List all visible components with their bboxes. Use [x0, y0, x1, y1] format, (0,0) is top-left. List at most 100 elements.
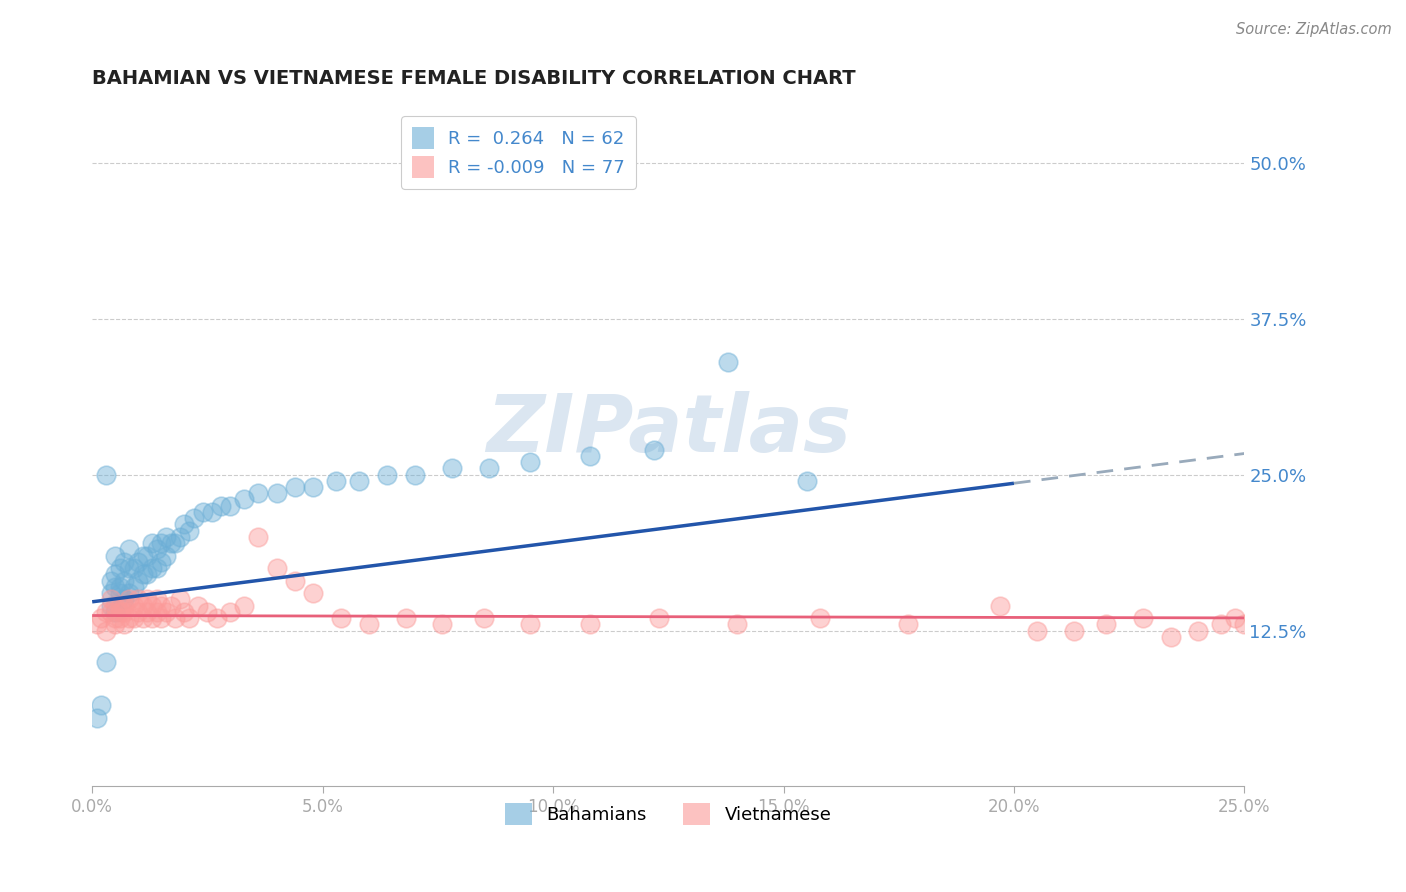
Point — [104, 617, 127, 632]
Point — [1063, 624, 1085, 638]
Point — [114, 599, 136, 613]
Point — [145, 605, 167, 619]
Point — [118, 561, 141, 575]
Point — [155, 530, 177, 544]
Point — [104, 605, 127, 619]
Text: Source: ZipAtlas.com: Source: ZipAtlas.com — [1236, 22, 1392, 37]
Point — [643, 442, 665, 457]
Point — [1284, 611, 1306, 625]
Point — [1026, 624, 1049, 638]
Point — [1270, 611, 1292, 625]
Point — [375, 467, 398, 482]
Point — [1132, 611, 1154, 625]
Text: ZIPatlas: ZIPatlas — [486, 391, 851, 468]
Point — [104, 599, 127, 613]
Point — [233, 599, 256, 613]
Point — [1247, 617, 1270, 632]
Point — [394, 611, 416, 625]
Point — [114, 605, 136, 619]
Point — [1279, 617, 1302, 632]
Point — [197, 605, 219, 619]
Point — [796, 474, 818, 488]
Point — [187, 599, 209, 613]
Point — [205, 611, 228, 625]
Point — [122, 580, 145, 594]
Point — [302, 480, 325, 494]
Point — [94, 655, 117, 669]
Point — [127, 592, 149, 607]
Point — [1160, 630, 1182, 644]
Legend: Bahamians, Vietnamese: Bahamians, Vietnamese — [498, 796, 839, 832]
Point — [141, 599, 163, 613]
Point — [472, 611, 495, 625]
Point — [108, 586, 131, 600]
Point — [100, 605, 122, 619]
Point — [897, 617, 920, 632]
Point — [127, 605, 149, 619]
Point — [122, 611, 145, 625]
Point — [100, 599, 122, 613]
Point — [247, 486, 270, 500]
Point — [118, 586, 141, 600]
Point — [94, 624, 117, 638]
Point — [357, 617, 380, 632]
Point — [1225, 611, 1247, 625]
Point — [302, 586, 325, 600]
Point — [1233, 617, 1256, 632]
Point — [1095, 617, 1118, 632]
Point — [183, 511, 205, 525]
Point — [219, 499, 242, 513]
Point — [136, 549, 159, 563]
Point — [150, 536, 173, 550]
Point — [118, 592, 141, 607]
Point — [1251, 617, 1274, 632]
Point — [173, 605, 195, 619]
Point — [108, 580, 131, 594]
Point — [132, 611, 155, 625]
Point — [155, 605, 177, 619]
Point — [90, 698, 112, 713]
Point — [988, 599, 1011, 613]
Point — [108, 599, 131, 613]
Point — [104, 567, 127, 582]
Point — [145, 592, 167, 607]
Point — [136, 567, 159, 582]
Point — [177, 524, 200, 538]
Point — [108, 611, 131, 625]
Point — [136, 605, 159, 619]
Point — [118, 611, 141, 625]
Point — [100, 586, 122, 600]
Point — [141, 561, 163, 575]
Point — [122, 599, 145, 613]
Point — [404, 467, 426, 482]
Point — [579, 449, 602, 463]
Point — [165, 536, 187, 550]
Point — [648, 611, 671, 625]
Point — [114, 555, 136, 569]
Point — [477, 461, 499, 475]
Point — [325, 474, 347, 488]
Point — [266, 561, 288, 575]
Point — [1275, 605, 1298, 619]
Point — [114, 574, 136, 588]
Point — [201, 505, 224, 519]
Point — [165, 611, 187, 625]
Point — [519, 455, 541, 469]
Point — [233, 492, 256, 507]
Point — [150, 611, 173, 625]
Point — [108, 561, 131, 575]
Point — [330, 611, 353, 625]
Point — [136, 592, 159, 607]
Point — [1211, 617, 1233, 632]
Point — [132, 549, 155, 563]
Point — [1187, 624, 1209, 638]
Point — [209, 499, 232, 513]
Point — [440, 461, 463, 475]
Point — [94, 467, 117, 482]
Point — [349, 474, 371, 488]
Point — [579, 617, 602, 632]
Point — [94, 605, 117, 619]
Point — [150, 555, 173, 569]
Point — [114, 617, 136, 632]
Point — [118, 542, 141, 557]
